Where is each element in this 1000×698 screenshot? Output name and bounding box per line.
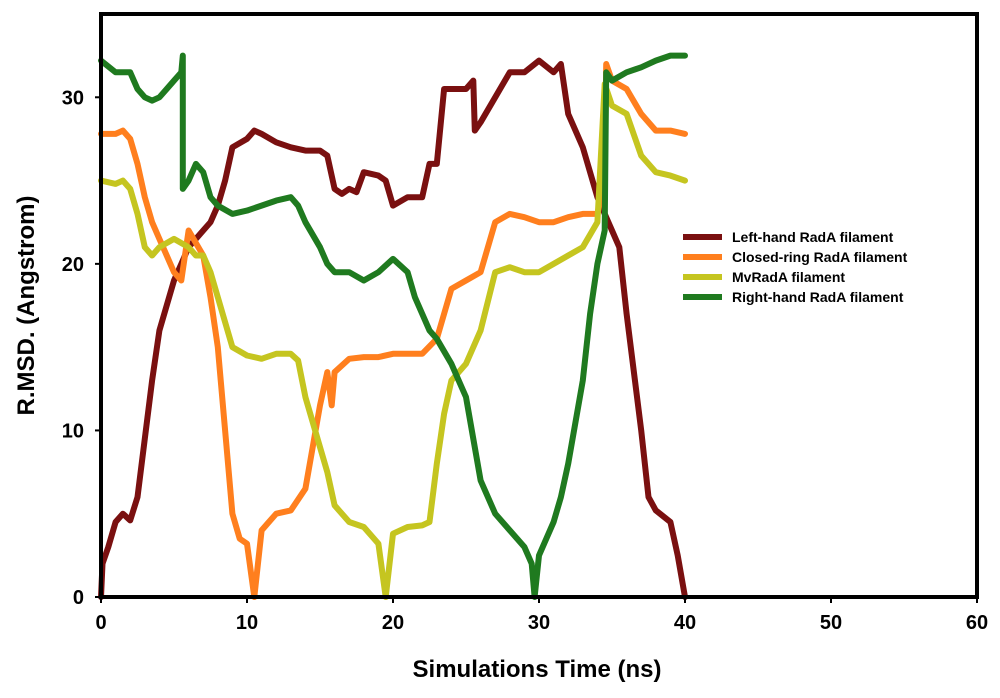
legend-label-1: Left-hand RadA filament: [732, 229, 894, 245]
x-tick-label: 20: [382, 612, 404, 634]
legend-label-3: MvRadA filament: [732, 269, 845, 285]
y-tick-label: 20: [62, 254, 84, 276]
legend: Left-hand RadA filament Closed-ring RadA …: [683, 229, 908, 305]
legend-label-2: Closed-ring RadA filament: [732, 249, 908, 265]
legend-label-4: Right-hand RadA filament: [732, 289, 904, 305]
y-tick-label: 10: [62, 420, 84, 442]
x-tick-label: 10: [236, 612, 258, 634]
x-axis-title: Simulations Time (ns): [413, 656, 662, 683]
x-axis-ticks: 0 10 20 30 40 50 60: [95, 597, 988, 634]
x-tick-label: 30: [528, 612, 550, 634]
x-tick-label: 50: [820, 612, 842, 634]
series-line-3: [98, 81, 688, 600]
x-tick-label: 60: [966, 612, 988, 634]
x-tick-label: 40: [674, 612, 696, 634]
series-line-1: [98, 57, 688, 600]
series-lines: [98, 52, 688, 600]
y-tick-label: 30: [62, 87, 84, 109]
x-tick-label: 0: [95, 612, 106, 634]
series-line-2: [98, 61, 688, 600]
y-axis-title: R.MSD. (Angstrom): [13, 196, 40, 416]
series-line-4: [98, 52, 688, 600]
y-tick-label: 0: [73, 587, 84, 609]
y-axis-ticks: 0 10 20 30: [62, 87, 101, 609]
